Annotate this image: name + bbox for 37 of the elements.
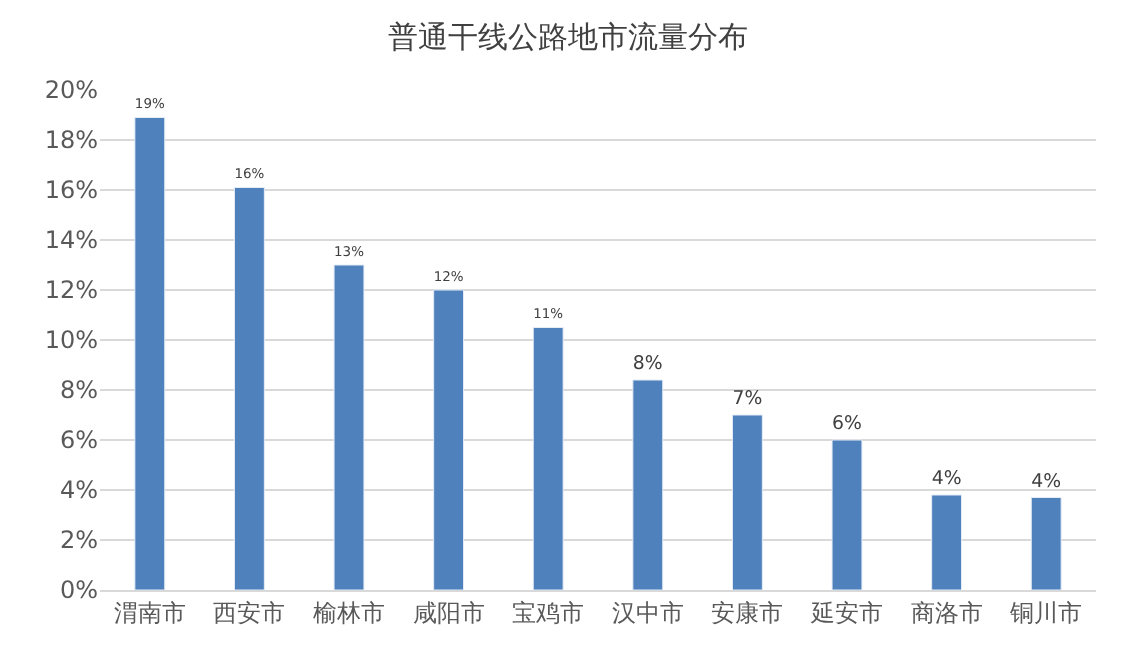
x-tick-label: 榆林市 <box>313 598 385 627</box>
x-tick-label: 渭南市 <box>113 598 186 627</box>
data-label: 4% <box>1031 470 1062 493</box>
data-label: 7% <box>732 388 763 411</box>
data-label: 8% <box>632 353 663 376</box>
data-label: 4% <box>931 468 962 491</box>
y-tick-label: 18% <box>44 126 98 155</box>
bar <box>233 187 265 590</box>
bar <box>731 414 763 590</box>
x-tick-label: 延安市 <box>809 598 883 627</box>
y-tick-label: 0% <box>59 576 98 605</box>
bar <box>632 379 664 590</box>
x-tick-label: 咸阳市 <box>412 598 485 627</box>
x-tick-label: 商洛市 <box>910 598 983 627</box>
y-tick-label: 2% <box>59 526 98 555</box>
x-tick-label: 铜川市 <box>1008 598 1083 627</box>
bar <box>831 439 863 590</box>
x-tick-label: 汉中市 <box>611 598 684 627</box>
y-tick-label: 16% <box>44 176 98 205</box>
y-tick-label: 6% <box>59 426 98 455</box>
bar <box>1030 497 1062 590</box>
y-tick-label: 10% <box>44 326 98 355</box>
bar <box>931 494 963 590</box>
bar <box>532 327 564 590</box>
x-tick-label: 安康市 <box>711 598 784 627</box>
y-tick-label: 8% <box>59 376 98 405</box>
bar <box>333 264 365 590</box>
y-tick-label: 20% <box>44 76 98 105</box>
y-tick-label: 4% <box>59 476 98 505</box>
bar <box>134 117 166 590</box>
y-tick-label: 14% <box>44 226 98 255</box>
y-tick-label: 12% <box>44 276 98 305</box>
data-label: 6% <box>832 413 863 436</box>
bar <box>433 289 465 590</box>
chart-title: 普通干线公路地市流量分布 <box>388 19 748 56</box>
x-tick-label: 宝鸡市 <box>512 598 585 627</box>
x-tick-label: 西安市 <box>213 598 286 627</box>
